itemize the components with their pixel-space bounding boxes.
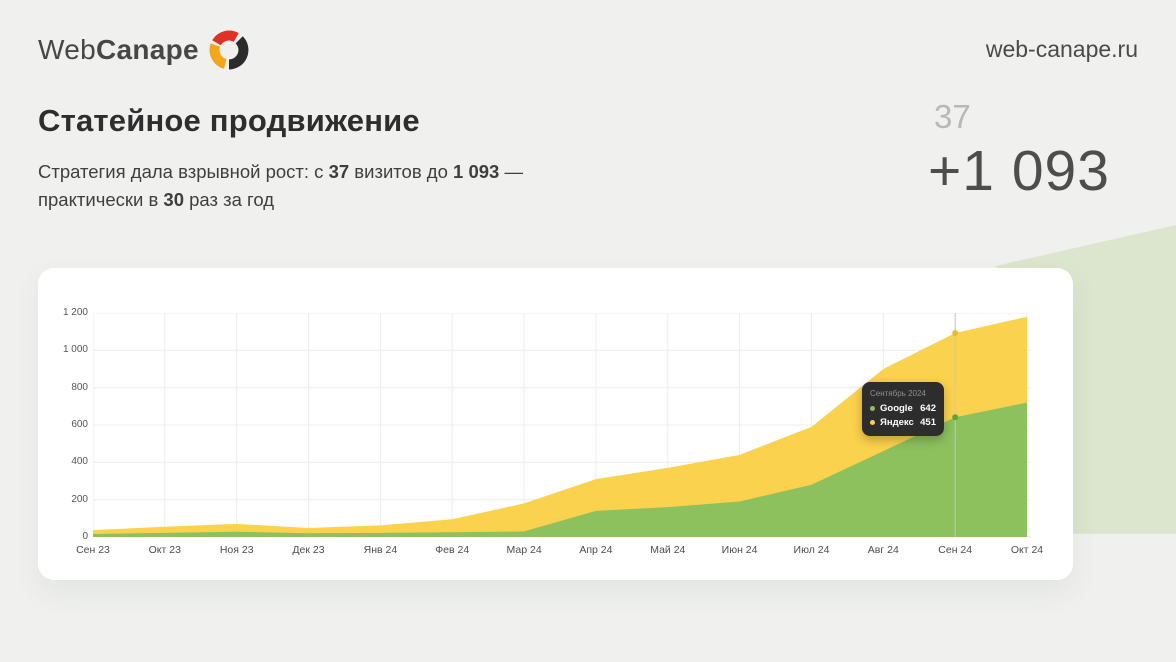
legend-dot-icon	[870, 406, 875, 411]
tooltip-series-value: 642	[920, 403, 936, 414]
x-axis-label: Май 24	[650, 544, 686, 556]
subtitle-text: визитов до	[349, 161, 454, 182]
area-yandex	[93, 316, 1027, 537]
stat-before-value: 37	[934, 98, 971, 135]
x-axis-label: Окт 23	[148, 544, 181, 556]
tooltip-title: Сентябрь 2024	[870, 389, 926, 398]
logo: WebCanape	[38, 30, 249, 70]
x-axis-label: Янв 24	[363, 544, 398, 556]
x-axis-label: Июн 24	[721, 544, 758, 556]
subtitle-text: раз за год	[184, 189, 275, 210]
subtitle: Стратегия дала взрывной рост: с 37 визит…	[38, 158, 618, 214]
x-axis-label: Окт 24	[1010, 544, 1044, 556]
chart-tooltip: Сентябрь 2024 Google 642 Яндекс 451	[862, 382, 944, 436]
y-axis-label: 600	[71, 419, 88, 430]
x-axis-label: Сен 24	[938, 544, 973, 556]
tooltip-series-label: Яндекс	[880, 417, 914, 428]
stat-after-value: +1 093	[928, 139, 1110, 203]
subtitle-multiplier: 30	[163, 189, 184, 210]
webcanape-swirl-icon	[209, 30, 249, 70]
x-axis-label: Апр 24	[579, 544, 613, 556]
tooltip-row: Яндекс 451	[870, 417, 936, 428]
x-axis-label: Июл 24	[793, 544, 830, 556]
marker-dot-google	[952, 414, 959, 421]
x-axis-label: Мар 24	[506, 544, 542, 556]
subtitle-value-before: 37	[328, 161, 350, 182]
header: WebCanape web-canape.ru	[38, 30, 1138, 76]
y-axis-label: 200	[71, 493, 88, 505]
y-axis-label: 1 000	[62, 344, 88, 356]
legend-dot-icon	[870, 420, 875, 425]
area-google	[93, 402, 1027, 537]
y-axis-label: 0	[82, 531, 88, 542]
marker-dot-total	[952, 330, 959, 336]
traffic-area-chart[interactable]: 0 200 400 600 800 1 000 1 200 Сен 23 Окт 23 Ноя 2…	[38, 268, 1073, 580]
chart-card: 0 200 400 600 800 1 000 1 200 Сен 23 Окт 23 Ноя 2…	[38, 268, 1073, 580]
x-axis-label: Авг 24	[867, 544, 899, 556]
logo-wordmark: WebCanape	[38, 34, 199, 66]
page-title: Статейное продвижение	[38, 103, 420, 138]
subtitle-value-after: 1 093	[453, 161, 500, 182]
tooltip-row: Google 642	[870, 403, 936, 414]
y-axis-label: 800	[71, 381, 88, 393]
x-axis-label: Дек 23	[292, 544, 325, 556]
subtitle-text: Стратегия дала взрывной рост: с	[38, 161, 329, 182]
logo-word-canape: Canape	[95, 34, 199, 65]
x-axis-label: Фев 24	[435, 544, 470, 556]
site-url-link[interactable]: web-canape.ru	[985, 36, 1138, 62]
x-axis-label: Сен 23	[76, 544, 110, 556]
y-axis-label: 1 200	[62, 307, 88, 318]
x-axis-label: Ноя 23	[219, 544, 254, 556]
tooltip-series-value: 451	[920, 417, 936, 428]
tooltip-series-label: Google	[880, 403, 913, 414]
growth-stats: 37 +1 093	[928, 98, 1110, 204]
logo-word-web: Web	[38, 34, 96, 65]
subtitle-text: — практически в	[38, 161, 523, 210]
y-axis-label: 400	[71, 456, 88, 468]
